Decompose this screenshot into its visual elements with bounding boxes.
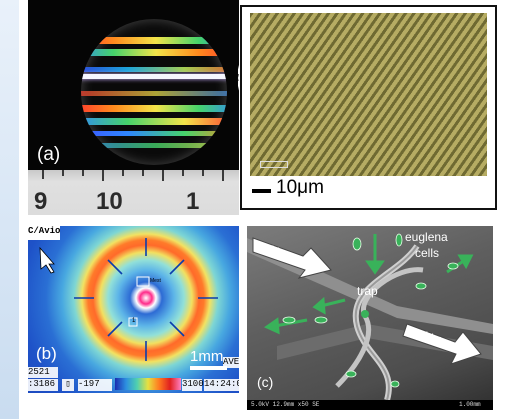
- thermo-point-1: 1: [132, 318, 136, 324]
- scale-bar-b: [190, 366, 227, 370]
- grating-micrograph-box: 10μm: [240, 5, 497, 210]
- panel-c-sem-image: Light Light trap euglena cells (c) 5.0kV…: [247, 226, 493, 410]
- sem-info-text: 5.0kV 12.9mm x50 SE: [251, 401, 320, 408]
- scale-bar-a: [252, 189, 271, 193]
- thermo-value-2521: 2521: [28, 367, 58, 378]
- thermal-rings-overlay: [39, 238, 218, 361]
- panel-b-thermal-image: C/Avio Mest 1 AVE 2521 :3186 ▯ -197 3100…: [28, 226, 239, 393]
- panel-label-b: (b): [36, 344, 57, 363]
- ruler-number-1: 1: [186, 188, 200, 215]
- thermo-value-3100: 3100: [182, 379, 204, 391]
- euglena-label: euglena: [405, 230, 448, 244]
- sem-structure: [247, 233, 493, 400]
- thermo-icon: ▯: [62, 379, 74, 391]
- panel-label-a: (a): [37, 144, 61, 165]
- thermo-time: 14:24:0: [204, 379, 239, 391]
- thermo-mest-label: Mest: [150, 278, 161, 284]
- sem-info-bar: [247, 400, 493, 410]
- ruler-number-10: 10: [96, 188, 123, 215]
- trap-label: trap: [357, 284, 378, 298]
- diffraction-lens: [81, 19, 227, 165]
- sem-scale-text: 1.00mm: [459, 401, 481, 408]
- thermo-color-palette: [115, 378, 181, 390]
- ruler: 9 10 1: [28, 170, 239, 215]
- scale-label-b: 1mm: [190, 348, 224, 365]
- thermo-mode-label: C/Avio: [28, 226, 60, 240]
- grating-micrograph: [250, 13, 487, 176]
- cells-label: cells: [415, 246, 440, 260]
- left-margin-strip: [0, 0, 19, 419]
- thermo-ave-label: AVE: [223, 357, 239, 368]
- ruler-number-9: 9: [34, 188, 48, 215]
- scale-label-a: 10μm: [276, 177, 324, 198]
- thermo-value-197: -197: [78, 379, 112, 391]
- panel-label-c: (c): [257, 374, 274, 390]
- panel-a-lens-photo: 9 10 1 (a): [28, 0, 239, 215]
- thermo-value-3186: :3186: [28, 379, 58, 391]
